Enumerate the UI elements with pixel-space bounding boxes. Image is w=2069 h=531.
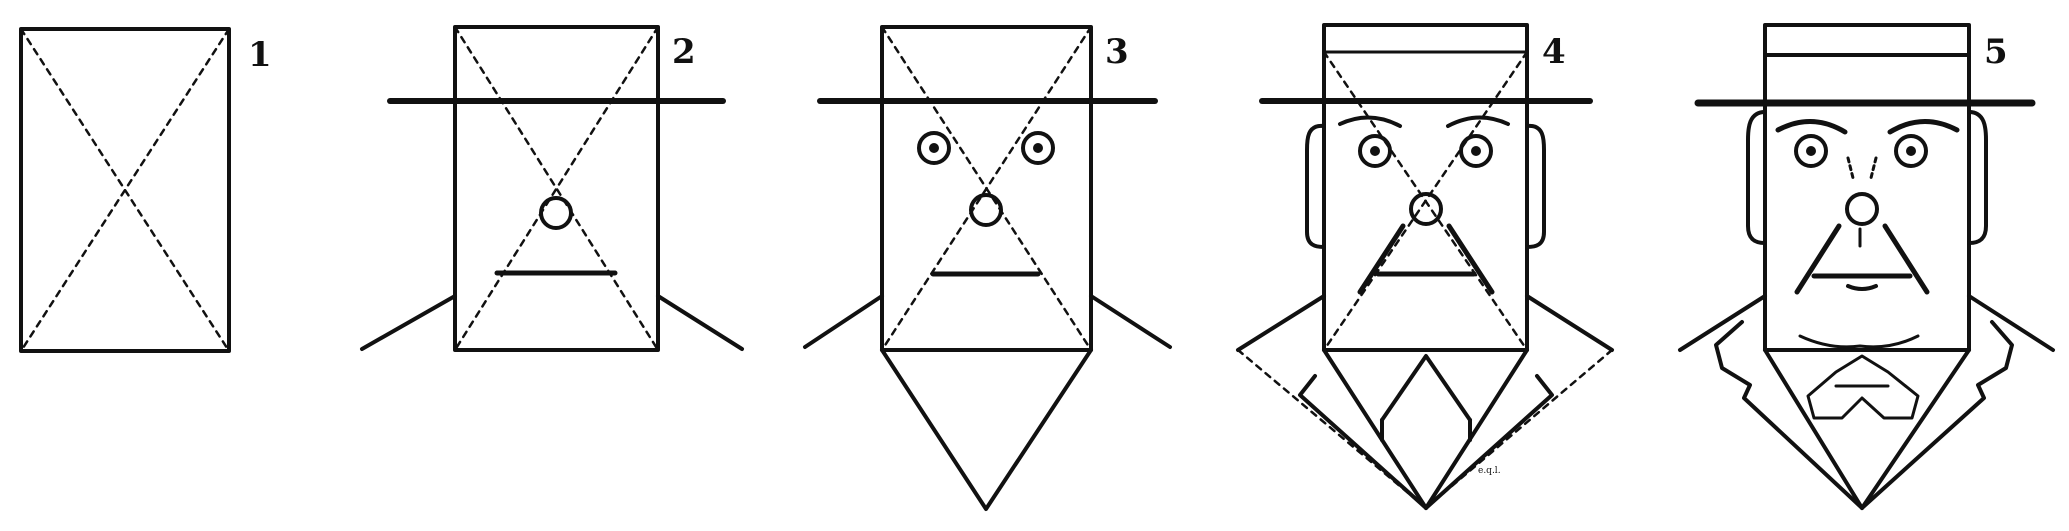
nose-circle <box>1409 192 1443 226</box>
panel-4: e.q.l. 4 <box>1236 23 1614 510</box>
left-eyebrow <box>1775 119 1848 135</box>
head-rectangle <box>880 25 1093 352</box>
panel-1: 1 <box>19 27 272 353</box>
lapel-left <box>1714 320 1864 510</box>
cheek-line <box>1794 223 1842 295</box>
left-eye <box>1794 134 1828 168</box>
lower-lip <box>1846 284 1878 291</box>
head-rectangle <box>1763 23 1971 352</box>
lapel-left <box>1298 374 1428 510</box>
nose-circle <box>969 193 1003 227</box>
shoulder-line <box>1089 294 1172 349</box>
nose-circle <box>1845 192 1879 226</box>
right-pupil <box>1471 146 1481 156</box>
jowl-line <box>1798 334 1920 349</box>
bow-tie <box>1806 354 1920 420</box>
panel-5: 5 <box>1678 23 2055 510</box>
cheek-line <box>1446 223 1495 295</box>
guide-diagonal <box>453 25 660 352</box>
left-eyebrow <box>1338 115 1402 128</box>
shoulder-line <box>360 294 457 351</box>
tie-diamond <box>1380 354 1472 422</box>
left-ear <box>1746 110 1767 245</box>
right-ear <box>1525 123 1546 249</box>
guide-diagonal <box>19 27 231 353</box>
nose-bridge-dash <box>1846 156 1855 180</box>
panel-2: 2 <box>360 25 744 352</box>
right-eye <box>1459 134 1493 168</box>
step-number: 5 <box>1984 32 2008 72</box>
step-number: 1 <box>248 35 272 75</box>
shoulder-line <box>656 294 744 351</box>
head-rectangle <box>453 25 660 352</box>
head-rectangle <box>1322 23 1529 352</box>
left-pupil <box>1806 146 1816 156</box>
nose-bridge-dash <box>1869 156 1878 180</box>
shoulder-line <box>1678 294 1767 352</box>
right-eyebrow <box>1887 119 1960 135</box>
nose-circle <box>539 196 573 230</box>
shoulder-line <box>1525 294 1614 352</box>
step-number: 2 <box>672 32 696 72</box>
right-pupil <box>1033 143 1043 153</box>
guide-diagonal <box>453 25 660 352</box>
left-ear <box>1305 123 1326 249</box>
step-number: 3 <box>1105 32 1129 72</box>
right-eye <box>1894 134 1928 168</box>
collar-v <box>1322 348 1529 510</box>
left-pupil <box>1370 146 1380 156</box>
right-eyebrow <box>1446 115 1510 128</box>
step-number: 4 <box>1542 32 1566 72</box>
collar-v <box>1763 348 1971 510</box>
left-eye <box>1358 134 1392 168</box>
shoulder-line <box>1236 294 1326 352</box>
shoulder-line <box>803 294 884 349</box>
lapel-right <box>1860 320 2014 510</box>
cheek-line <box>1882 223 1930 295</box>
right-eye <box>1021 131 1055 165</box>
right-pupil <box>1906 146 1916 156</box>
artist-initials: e.q.l. <box>1478 466 1501 476</box>
left-eye <box>917 131 951 165</box>
collar-v <box>880 348 1093 511</box>
shoulder-line <box>1967 294 2055 352</box>
guide-diagonal <box>880 25 1093 352</box>
cheek-line <box>1357 223 1406 295</box>
head-rectangle <box>19 27 231 353</box>
right-ear <box>1967 110 1988 245</box>
lapel-right <box>1424 374 1554 510</box>
left-pupil <box>929 143 939 153</box>
panel-3: 3 <box>803 25 1172 511</box>
